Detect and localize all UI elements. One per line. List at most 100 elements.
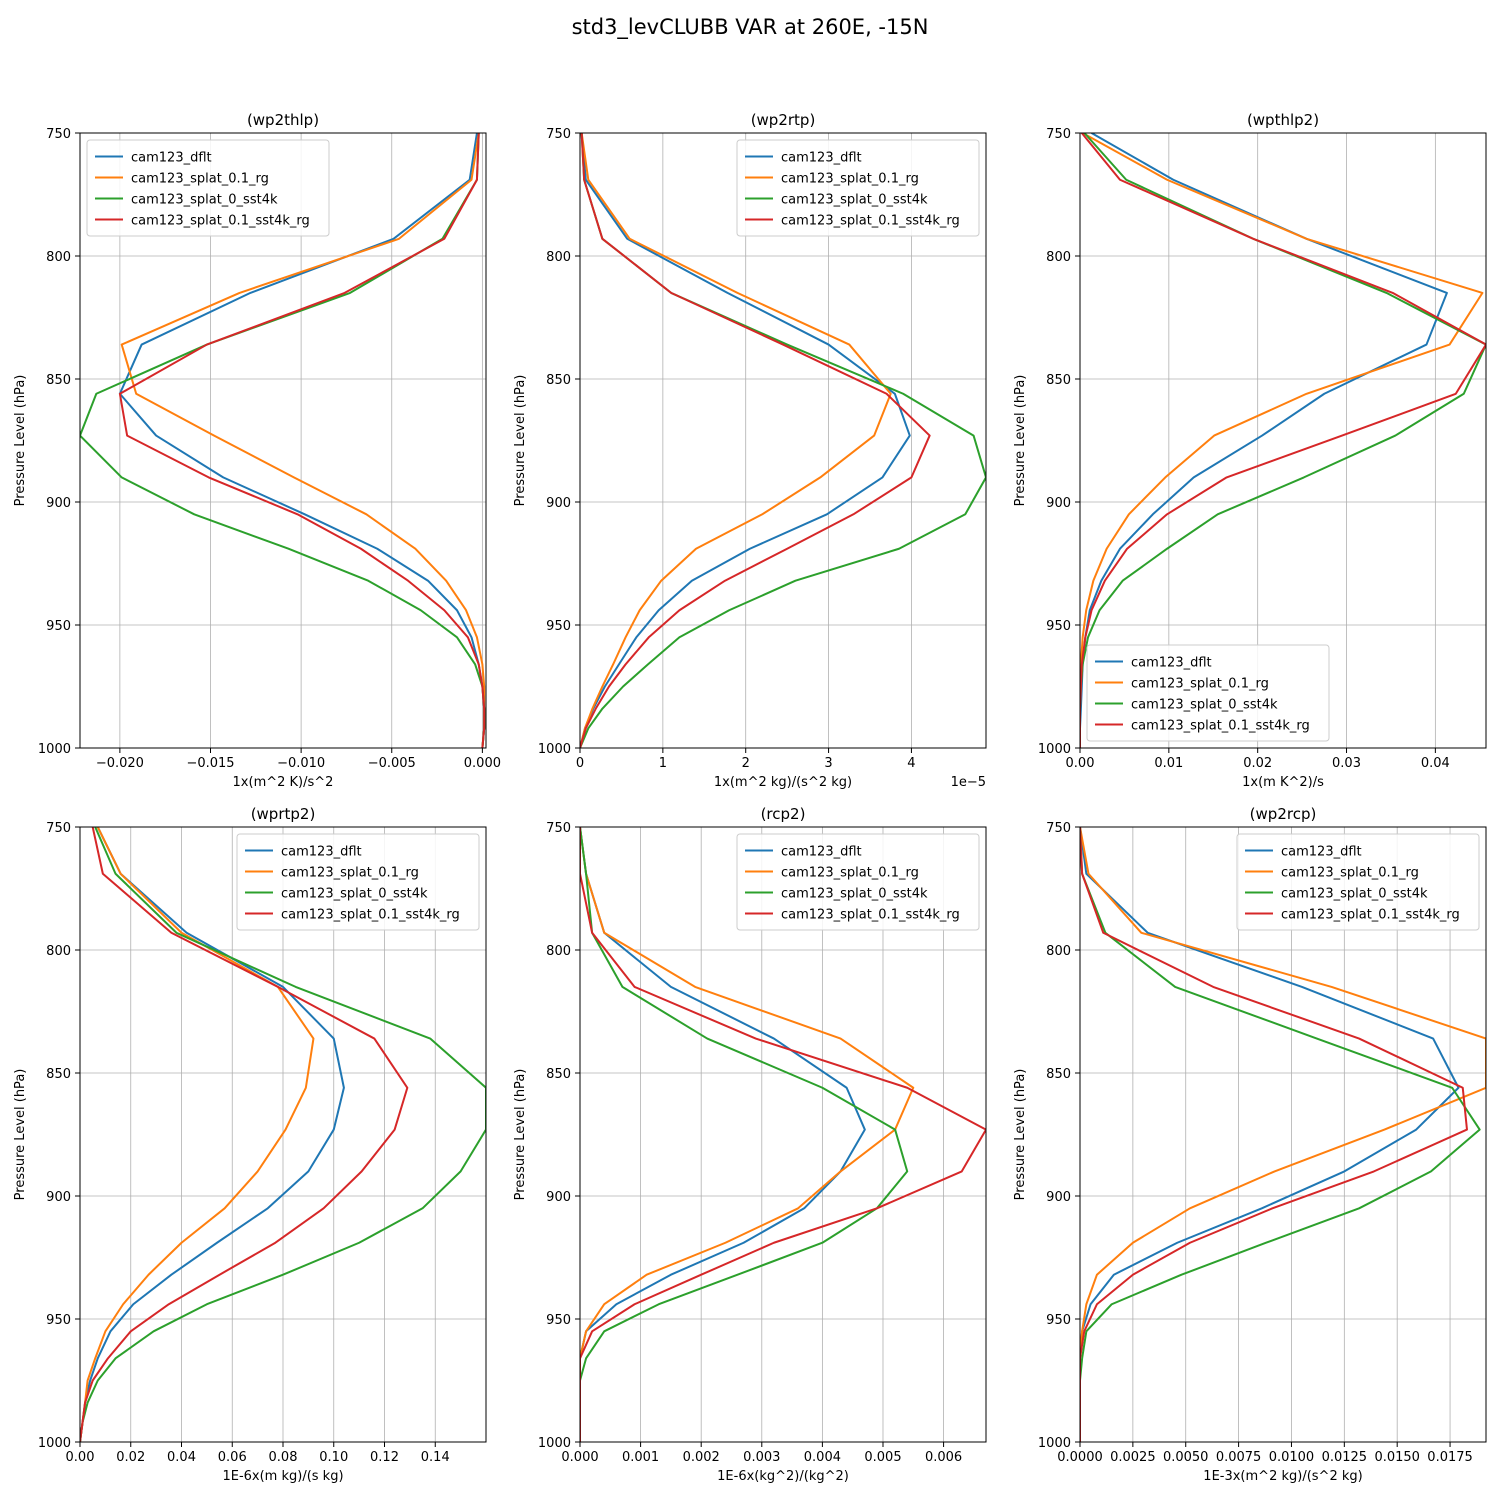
y-tick-label: 800 [1046, 250, 1071, 265]
y-axis-label: Pressure Level (hPa) [13, 375, 28, 507]
chart-title: (rcp2) [761, 805, 806, 823]
y-tick-label: 950 [546, 619, 571, 634]
legend-entry: cam123_splat_0.1_rg [781, 172, 919, 187]
legend-entry: cam123_splat_0.1_rg [1131, 677, 1269, 692]
x-tick-label: −0.010 [277, 756, 325, 771]
legend-entry: cam123_dflt [781, 151, 862, 166]
x-tick-label: 0.001 [622, 1450, 659, 1465]
x-tick-label: 1 [659, 756, 667, 771]
legend: cam123_dflt cam123_splat_0.1_rg cam123_spl… [736, 139, 980, 237]
y-tick-label: 900 [1046, 496, 1071, 511]
legend-box [736, 139, 980, 237]
x-axis-label: 1E-6x(kg^2)/(kg^2) [717, 1469, 849, 1484]
series-group [1080, 133, 1486, 748]
legend-entry: cam123_splat_0.1_sst4k_rg [131, 214, 310, 229]
series-line-cam123_splat_0.1_sst4k_rg [580, 133, 931, 748]
legend-entry: cam123_splat_0_sst4k [781, 193, 928, 208]
legend-entry: cam123_splat_0_sst4k [131, 193, 278, 208]
y-tick-label: 750 [1046, 821, 1071, 836]
y-tick-label: 900 [46, 496, 71, 511]
legend-box [236, 833, 480, 931]
legend-entry: cam123_splat_0.1_sst4k_rg [1281, 908, 1460, 923]
x-tick-label: 0.08 [269, 1450, 298, 1465]
chart-title: (wp2thlp) [247, 111, 319, 129]
y-tick-label: 1000 [38, 742, 71, 757]
axes-frame [579, 826, 987, 1443]
x-tick-label: 0.000 [464, 756, 501, 771]
series-group [1080, 827, 1486, 1442]
x-tick-label: 0.0125 [1322, 1450, 1368, 1465]
x-tick-label: 0.0175 [1427, 1450, 1473, 1465]
chart-panel-6: 0.0000 0.0025 0.0050 0.0075 0.0100 0.0125 0.01… [1013, 805, 1487, 1484]
x-tick-label: 0.004 [804, 1450, 841, 1465]
y-tick-label: 750 [46, 127, 71, 142]
y-axis-label: Pressure Level (hPa) [1013, 1069, 1028, 1201]
y-tick-label: 950 [1046, 1313, 1071, 1328]
series-line-cam123_dflt [1080, 827, 1460, 1442]
legend-entry: cam123_dflt [781, 845, 862, 860]
x-tick-label: 0.0050 [1163, 1450, 1209, 1465]
series-line-cam123_splat_0.1_rg [1080, 827, 1486, 1442]
series-line-cam123_splat_0_sst4k [580, 827, 909, 1442]
chart-panel-3: 0.00 0.01 0.02 0.03 0.04 750 800 850 900 950 1000 (… [1013, 111, 1487, 790]
legend-entry: cam123_splat_0_sst4k [281, 887, 428, 902]
chart-panel-4: 0.00 0.02 0.04 0.06 0.08 0.10 0.12 0.14 750 800 85… [13, 805, 487, 1484]
y-axis-label: Pressure Level (hPa) [513, 1069, 528, 1201]
x-tick-label: 0.003 [743, 1450, 780, 1465]
x-tick-label: 0.0075 [1216, 1450, 1262, 1465]
x-tick-label: −0.005 [368, 756, 416, 771]
series-line-cam123_dflt [580, 133, 911, 748]
x-tick-label: 0.02 [1243, 756, 1272, 771]
y-tick-label: 900 [1046, 1190, 1071, 1205]
x-axis-label: 1E-3x(m^2 kg)/(s^2 kg) [1203, 1469, 1362, 1484]
y-tick-label: 850 [46, 373, 71, 388]
legend-entry: cam123_splat_0_sst4k [1281, 887, 1428, 902]
y-tick-label: 1000 [1038, 742, 1071, 757]
series-group [80, 133, 486, 748]
legend-entry: cam123_splat_0.1_rg [131, 172, 269, 187]
chart-panel-1: −0.020 −0.015 −0.010 −0.005 0.000 750 800 850 90… [13, 111, 501, 790]
x-tick-label: 0.000 [561, 1450, 598, 1465]
series-line-cam123_dflt [80, 827, 345, 1442]
y-axis-label: Pressure Level (hPa) [1013, 375, 1028, 507]
chart-title: (wprtp2) [251, 805, 316, 823]
legend-entry: cam123_splat_0.1_rg [1281, 866, 1419, 881]
series-line-cam123_splat_0.1_rg [120, 133, 486, 748]
legend-entry: cam123_splat_0.1_sst4k_rg [781, 214, 960, 229]
chart-panel-2: 0 1 2 3 4 750 800 850 900 950 1000 (wp2rtp) 1x(m^2 k… [513, 111, 987, 790]
y-tick-label: 950 [46, 1313, 71, 1328]
legend-box [1086, 644, 1330, 742]
x-tick-label: 0.01 [1154, 756, 1183, 771]
series-line-cam123_splat_0.1_rg [1080, 133, 1484, 748]
x-tick-label: 0.06 [218, 1450, 247, 1465]
y-tick-label: 750 [546, 821, 571, 836]
x-tick-label: 0.0000 [1057, 1450, 1103, 1465]
x-tick-label: 0.04 [1421, 756, 1450, 771]
x-tick-label: 0.02 [116, 1450, 145, 1465]
x-axis-label: 1x(m K^2)/s [1242, 775, 1324, 790]
y-tick-label: 1000 [1038, 1436, 1071, 1451]
chart-title: (wp2rtp) [751, 111, 816, 129]
x-tick-label: 0.03 [1332, 756, 1361, 771]
series-line-cam123_splat_0.1_sst4k_rg [1080, 133, 1486, 748]
y-tick-label: 900 [546, 496, 571, 511]
series-line-cam123_dflt [580, 827, 866, 1442]
legend-box [1236, 833, 1480, 931]
y-tick-label: 950 [46, 619, 71, 634]
legend-box [86, 139, 330, 237]
x-tick-label: 0.005 [864, 1450, 901, 1465]
y-tick-label: 850 [546, 1067, 571, 1082]
x-tick-label: 0.14 [421, 1450, 450, 1465]
y-tick-label: 900 [546, 1190, 571, 1205]
chart-title: (wp2rcp) [1250, 805, 1317, 823]
x-offset-text: 1e−5 [951, 775, 986, 790]
legend-entry: cam123_dflt [1131, 656, 1212, 671]
legend-box [736, 833, 980, 931]
y-tick-label: 850 [1046, 373, 1071, 388]
y-tick-label: 750 [46, 821, 71, 836]
x-tick-label: 0.0100 [1269, 1450, 1315, 1465]
y-tick-label: 800 [546, 250, 571, 265]
legend-entry: cam123_splat_0.1_sst4k_rg [1131, 719, 1310, 734]
chart-title: (wpthlp2) [1247, 111, 1319, 129]
y-tick-label: 800 [1046, 944, 1071, 959]
